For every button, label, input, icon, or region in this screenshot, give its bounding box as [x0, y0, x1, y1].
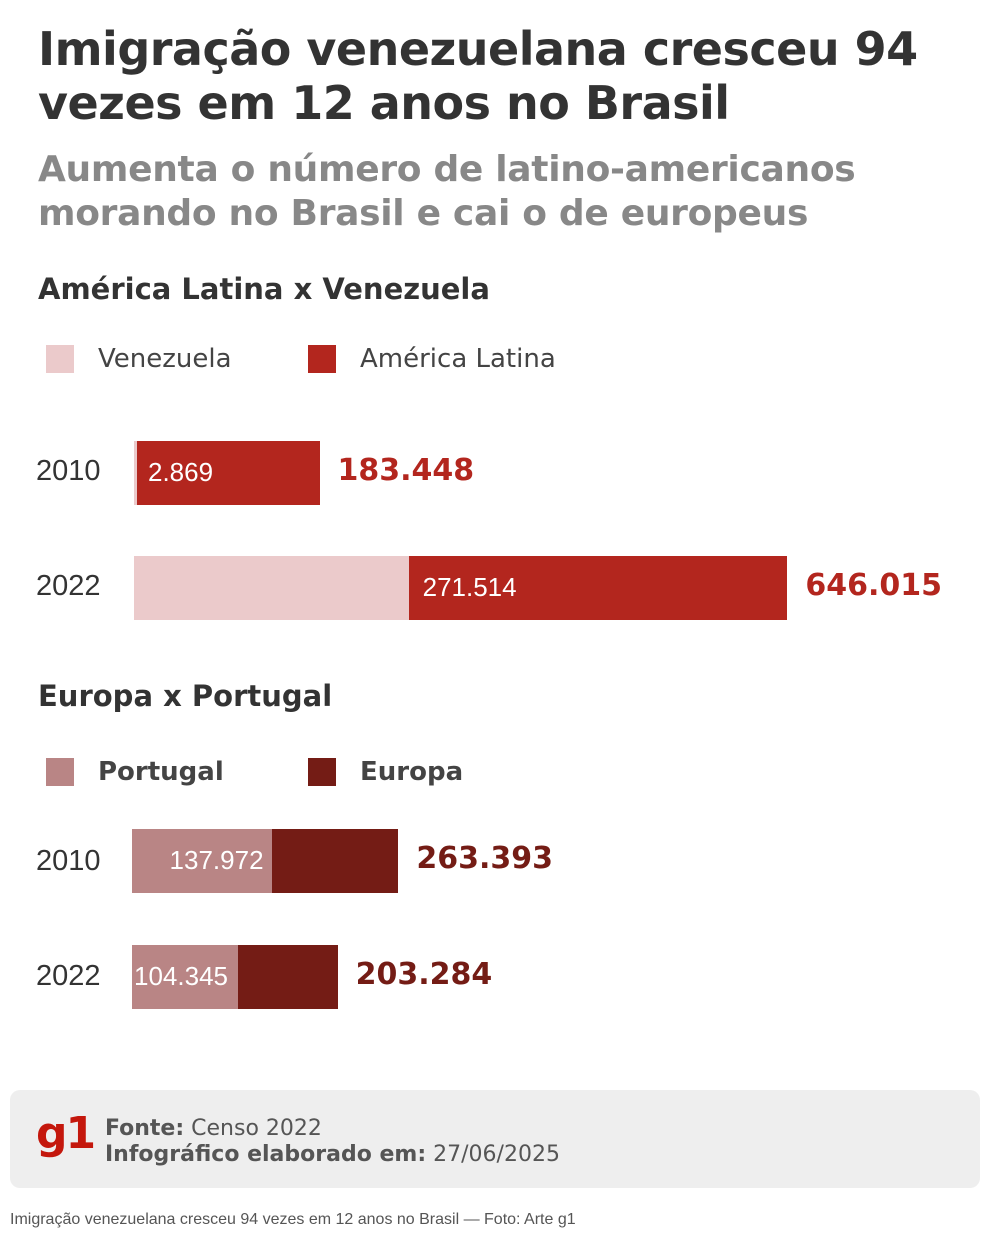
total-label-latam-2022: 646.015	[805, 568, 943, 603]
bar-label-europe-2022: 104.345	[134, 961, 228, 991]
legend-swatch-venezuela	[46, 345, 74, 373]
footer-made-label: Infográfico elaborado em:	[105, 1142, 427, 1167]
image-caption: Imigração venezuelana cresceu 94 vezes e…	[10, 1211, 576, 1228]
legend-label-europa: Europa	[360, 757, 464, 787]
bar-latam-total-2010	[134, 441, 320, 505]
legend-europa: Europa	[308, 757, 463, 787]
legend-swatch-europa	[308, 758, 336, 786]
legend-portugal: Portugal	[46, 757, 224, 787]
section-title-europe: Europa x Portugal	[38, 679, 333, 713]
section-title-latam: América Latina x Venezuela	[38, 272, 490, 306]
bar-latam-sub-2010	[134, 441, 137, 505]
footer-source-label: Fonte:	[105, 1116, 185, 1141]
g1-logo: g1	[36, 1108, 96, 1159]
legend-venezuela: Venezuela	[46, 344, 232, 374]
bar-label-europe-2010: 137.972	[169, 845, 264, 875]
footer-source: Fonte: Censo 2022	[105, 1116, 322, 1141]
footer-source-box: g1 Fonte: Censo 2022 Infográfico elabora…	[10, 1090, 980, 1188]
page-title: Imigração venezuelana cresceu 94 vezes e…	[38, 22, 918, 130]
legend-label-america-latina: América Latina	[360, 344, 556, 374]
total-label-latam-2010: 183.448	[337, 453, 475, 488]
total-label-europe-2010: 263.393	[416, 841, 554, 876]
bar-label-latam-2010: 2.869	[148, 457, 214, 487]
year-label-latam-2022: 2022	[36, 570, 101, 602]
total-label-europe-2022: 203.284	[355, 957, 493, 992]
bar-europe-sub-2010	[132, 829, 272, 893]
bar-europe-sub-2022	[132, 945, 238, 1009]
footer-made-value: 27/06/2025	[433, 1142, 560, 1167]
legend-america-latina: América Latina	[308, 344, 556, 374]
year-label-europe-2022: 2022	[36, 960, 101, 992]
page-subtitle: Aumenta o número de latino-americanos mo…	[38, 149, 856, 234]
footer-made-date: Infográfico elaborado em: 27/06/2025	[105, 1142, 560, 1167]
bar-latam-sub-2022	[134, 556, 409, 620]
legend-swatch-america-latina	[308, 345, 336, 373]
footer-source-value: Censo 2022	[191, 1116, 322, 1141]
legend-swatch-portugal	[46, 758, 74, 786]
legend-label-portugal: Portugal	[98, 757, 224, 787]
year-label-latam-2010: 2010	[36, 455, 101, 487]
year-label-europe-2010: 2010	[36, 845, 101, 877]
legend-label-venezuela: Venezuela	[98, 344, 232, 374]
bar-label-latam-2022: 271.514	[422, 572, 517, 602]
